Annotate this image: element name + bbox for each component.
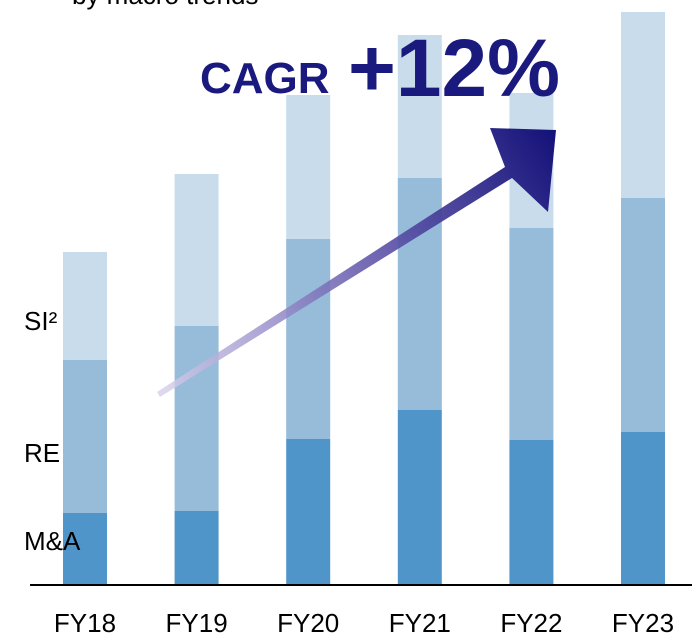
x-tick-label: FY18 [54, 608, 116, 636]
cagr-value: +12% [348, 23, 560, 114]
x-tick-label: FY19 [166, 608, 228, 636]
bar-segment [174, 511, 219, 585]
cagr-label: CAGR [200, 54, 330, 103]
bar-segment [286, 95, 331, 239]
subtitle: by macro trends [72, 0, 258, 10]
bar-segment [621, 432, 665, 585]
bar-segment [174, 174, 219, 326]
bar-segment [63, 513, 107, 585]
bar-segment [397, 410, 442, 585]
x-tick-label: FY20 [277, 608, 339, 636]
bar-segment [286, 439, 331, 585]
cagr-arrow [157, 128, 556, 397]
x-tick-label: FY22 [500, 608, 562, 636]
bar-segment [286, 239, 331, 439]
bar-segment [621, 12, 665, 198]
bar-segment [509, 228, 554, 440]
series-label: M&A [24, 526, 81, 556]
x-tick-label: FY21 [389, 608, 451, 636]
series-label: RE [24, 438, 60, 468]
bar-segment [63, 360, 107, 513]
bar-segment [63, 252, 107, 360]
x-tick-label: FY23 [612, 608, 674, 636]
bar-segment [174, 326, 219, 511]
bar-segment [621, 198, 665, 432]
series-label: SI² [24, 306, 58, 336]
bar-segment [397, 35, 442, 178]
bar-segment [509, 440, 554, 585]
